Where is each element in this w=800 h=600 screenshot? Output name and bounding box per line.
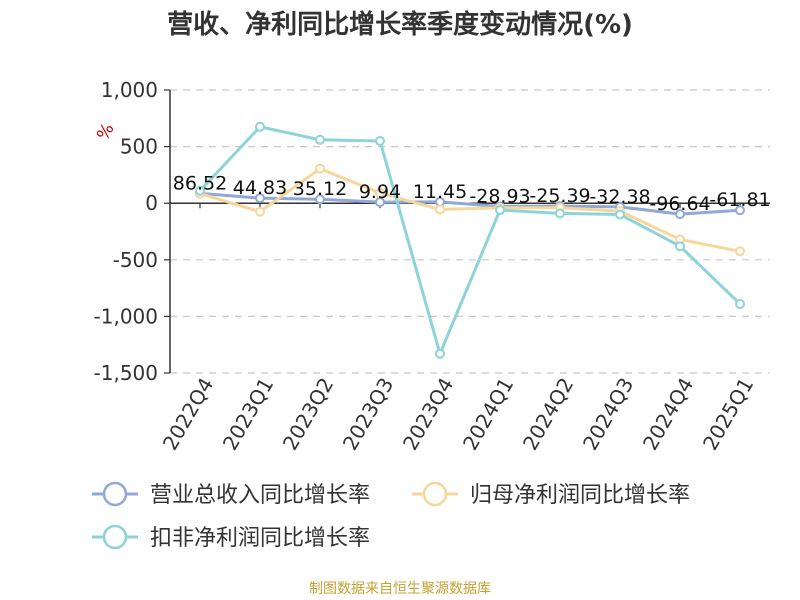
data-label: -32.38 xyxy=(589,186,650,208)
data-point xyxy=(555,208,565,219)
y-tick-label: 500 xyxy=(120,135,158,159)
data-label: -96.64 xyxy=(649,193,710,215)
source-note: 制图数据来自恒生聚源数据库 xyxy=(309,581,491,597)
data-point xyxy=(735,246,745,257)
x-tick-label: 2022Q4 xyxy=(158,374,218,455)
legend-marker-circle xyxy=(102,481,128,507)
data-label: 86.52 xyxy=(173,172,227,194)
data-point xyxy=(315,163,325,174)
series-line xyxy=(199,167,741,253)
x-tick-label: 2024Q2 xyxy=(518,374,578,455)
data-point xyxy=(495,204,505,215)
data-point xyxy=(315,134,325,145)
data-label: 11.45 xyxy=(413,181,467,203)
x-tick-label: 2023Q1 xyxy=(218,374,278,455)
data-label: 35.12 xyxy=(293,178,347,200)
x-tick-label: 2023Q4 xyxy=(398,374,458,455)
chart-title: 营收、净利同比增长率季度变动情况(%) xyxy=(167,10,633,40)
data-label: 44.83 xyxy=(233,177,287,199)
legend-label: 归母净利润同比增长率 xyxy=(470,483,690,508)
y-tick-label: -1,000 xyxy=(94,304,158,328)
data-point xyxy=(195,185,205,196)
y-tick-label: 1,000 xyxy=(101,78,158,102)
data-label: -61.81 xyxy=(709,189,770,211)
data-point xyxy=(315,194,325,205)
x-tick-label: 2024Q1 xyxy=(458,374,518,455)
x-tick-label: 2024Q3 xyxy=(578,374,638,455)
data-point xyxy=(675,241,685,252)
y-tick-label: -1,500 xyxy=(94,361,158,385)
data-point xyxy=(735,205,745,216)
data-point xyxy=(375,135,385,146)
data-point xyxy=(675,209,685,220)
legend-marker-circle xyxy=(102,524,128,550)
data-point xyxy=(735,298,745,309)
data-point xyxy=(375,188,385,199)
data-label: 9.94 xyxy=(359,181,401,203)
data-point xyxy=(255,121,265,132)
data-point xyxy=(255,193,265,204)
data-point xyxy=(255,206,265,217)
y-tick-label: 0 xyxy=(145,191,158,215)
y-axis-unit: % xyxy=(93,120,118,144)
x-tick-label: 2024Q4 xyxy=(638,374,698,455)
series-line xyxy=(198,125,742,356)
data-point xyxy=(615,209,625,220)
x-tick-label: 2023Q3 xyxy=(338,374,398,455)
series-line xyxy=(199,191,741,216)
x-tick-label: 2023Q2 xyxy=(278,374,338,455)
data-point xyxy=(375,197,385,208)
legend-marker-circle xyxy=(422,481,448,507)
y-tick-label: -500 xyxy=(113,248,158,272)
data-point xyxy=(435,348,445,359)
data-point xyxy=(435,204,445,215)
data-label: -28.93 xyxy=(469,185,530,207)
x-tick-label: 2025Q1 xyxy=(698,374,758,455)
legend-label: 扣非净利润同比增长率 xyxy=(150,526,370,551)
legend-label: 营业总收入同比增长率 xyxy=(150,483,370,508)
data-label: -25.39 xyxy=(529,185,590,207)
